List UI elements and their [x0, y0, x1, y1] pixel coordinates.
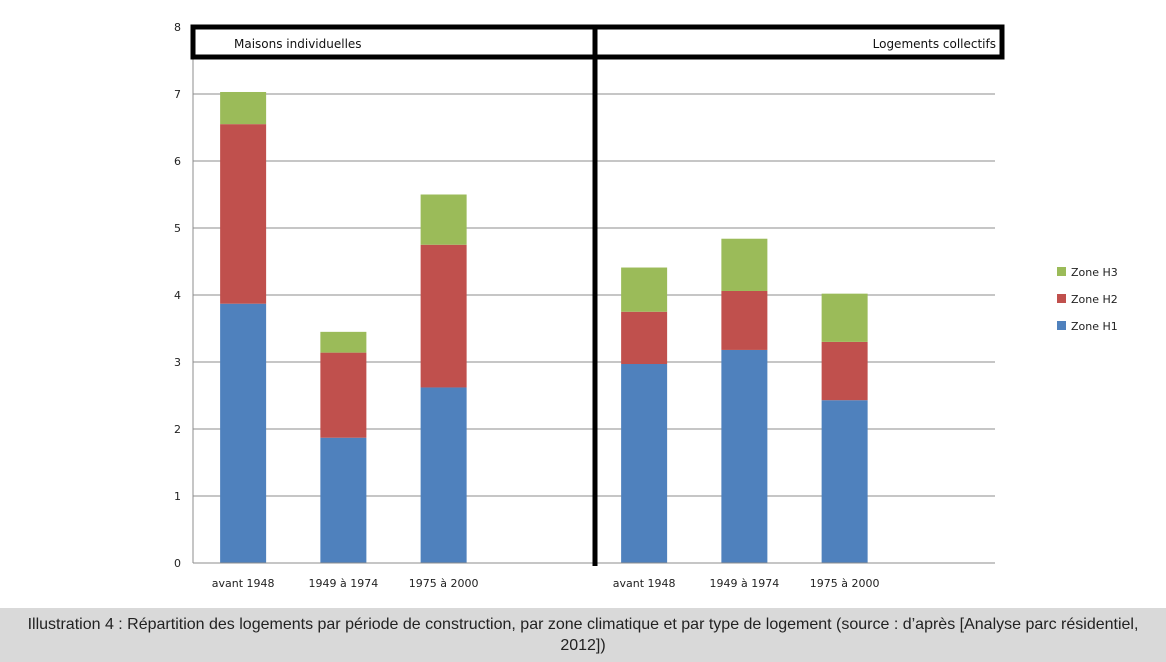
bars-layer [220, 91, 868, 563]
x-category-label: 1949 à 1974 [710, 577, 780, 590]
bar-segment [621, 364, 668, 563]
bar-segment [320, 352, 367, 438]
bar-segment [721, 290, 768, 350]
stacked-bar-chart: 0 1 2 3 4 5 6 7 8 avant 1948 1949 à 1974 1975 à 200… [174, 21, 1118, 590]
y-tick-label: 6 [174, 155, 181, 168]
y-tick-label: 2 [174, 423, 181, 436]
bar-segment [220, 303, 267, 563]
legend-label: Zone H2 [1071, 293, 1118, 306]
group-label-maisons: Maisons individuelles [234, 37, 362, 51]
bar-segment [420, 244, 467, 388]
bar-segment [320, 331, 367, 353]
y-tick-label: 5 [174, 222, 181, 235]
x-category-label: avant 1948 [613, 577, 676, 590]
bar-segment [420, 387, 467, 563]
y-tick-label: 8 [174, 21, 181, 34]
chart-area: 0 1 2 3 4 5 6 7 8 avant 1948 1949 à 1974 1975 à 200… [174, 21, 1118, 590]
y-tick-label: 0 [174, 557, 181, 570]
bar-segment [621, 267, 668, 312]
bar-segment [220, 124, 267, 304]
x-category-label: 1975 à 2000 [409, 577, 479, 590]
legend-layer: Zone H3 Zone H2 Zone H1 [1057, 266, 1118, 333]
figure-caption: Illustration 4 : Répartition des logemen… [0, 608, 1166, 662]
y-tick-label: 3 [174, 356, 181, 369]
group-layer: Maisons individuelles Logements collectif… [190, 24, 1005, 566]
y-tick-label: 7 [174, 88, 181, 101]
bar-segment [320, 437, 367, 563]
x-category-label: 1975 à 2000 [810, 577, 880, 590]
bar-segment [220, 91, 267, 125]
bar-segment [721, 349, 768, 563]
legend-swatch [1057, 321, 1066, 330]
y-tick-label: 4 [174, 289, 181, 302]
bar-segment [821, 400, 868, 563]
axis-layer: 0 1 2 3 4 5 6 7 8 avant 1948 1949 à 1974 1975 à 200… [174, 21, 995, 590]
x-category-label: avant 1948 [212, 577, 275, 590]
caption-text: Illustration 4 : Répartition des logemen… [27, 616, 1139, 654]
bar-segment [821, 341, 868, 401]
legend-label: Zone H1 [1071, 320, 1118, 333]
y-tick-label: 1 [174, 490, 181, 503]
legend-swatch [1057, 267, 1066, 276]
bar-segment [721, 238, 768, 291]
bar-segment [821, 293, 868, 342]
x-category-label: 1949 à 1974 [309, 577, 379, 590]
bar-segment [621, 311, 668, 365]
legend-label: Zone H3 [1071, 266, 1118, 279]
legend-swatch [1057, 294, 1066, 303]
bar-segment [420, 194, 467, 245]
group-label-collectifs: Logements collectifs [873, 37, 996, 51]
